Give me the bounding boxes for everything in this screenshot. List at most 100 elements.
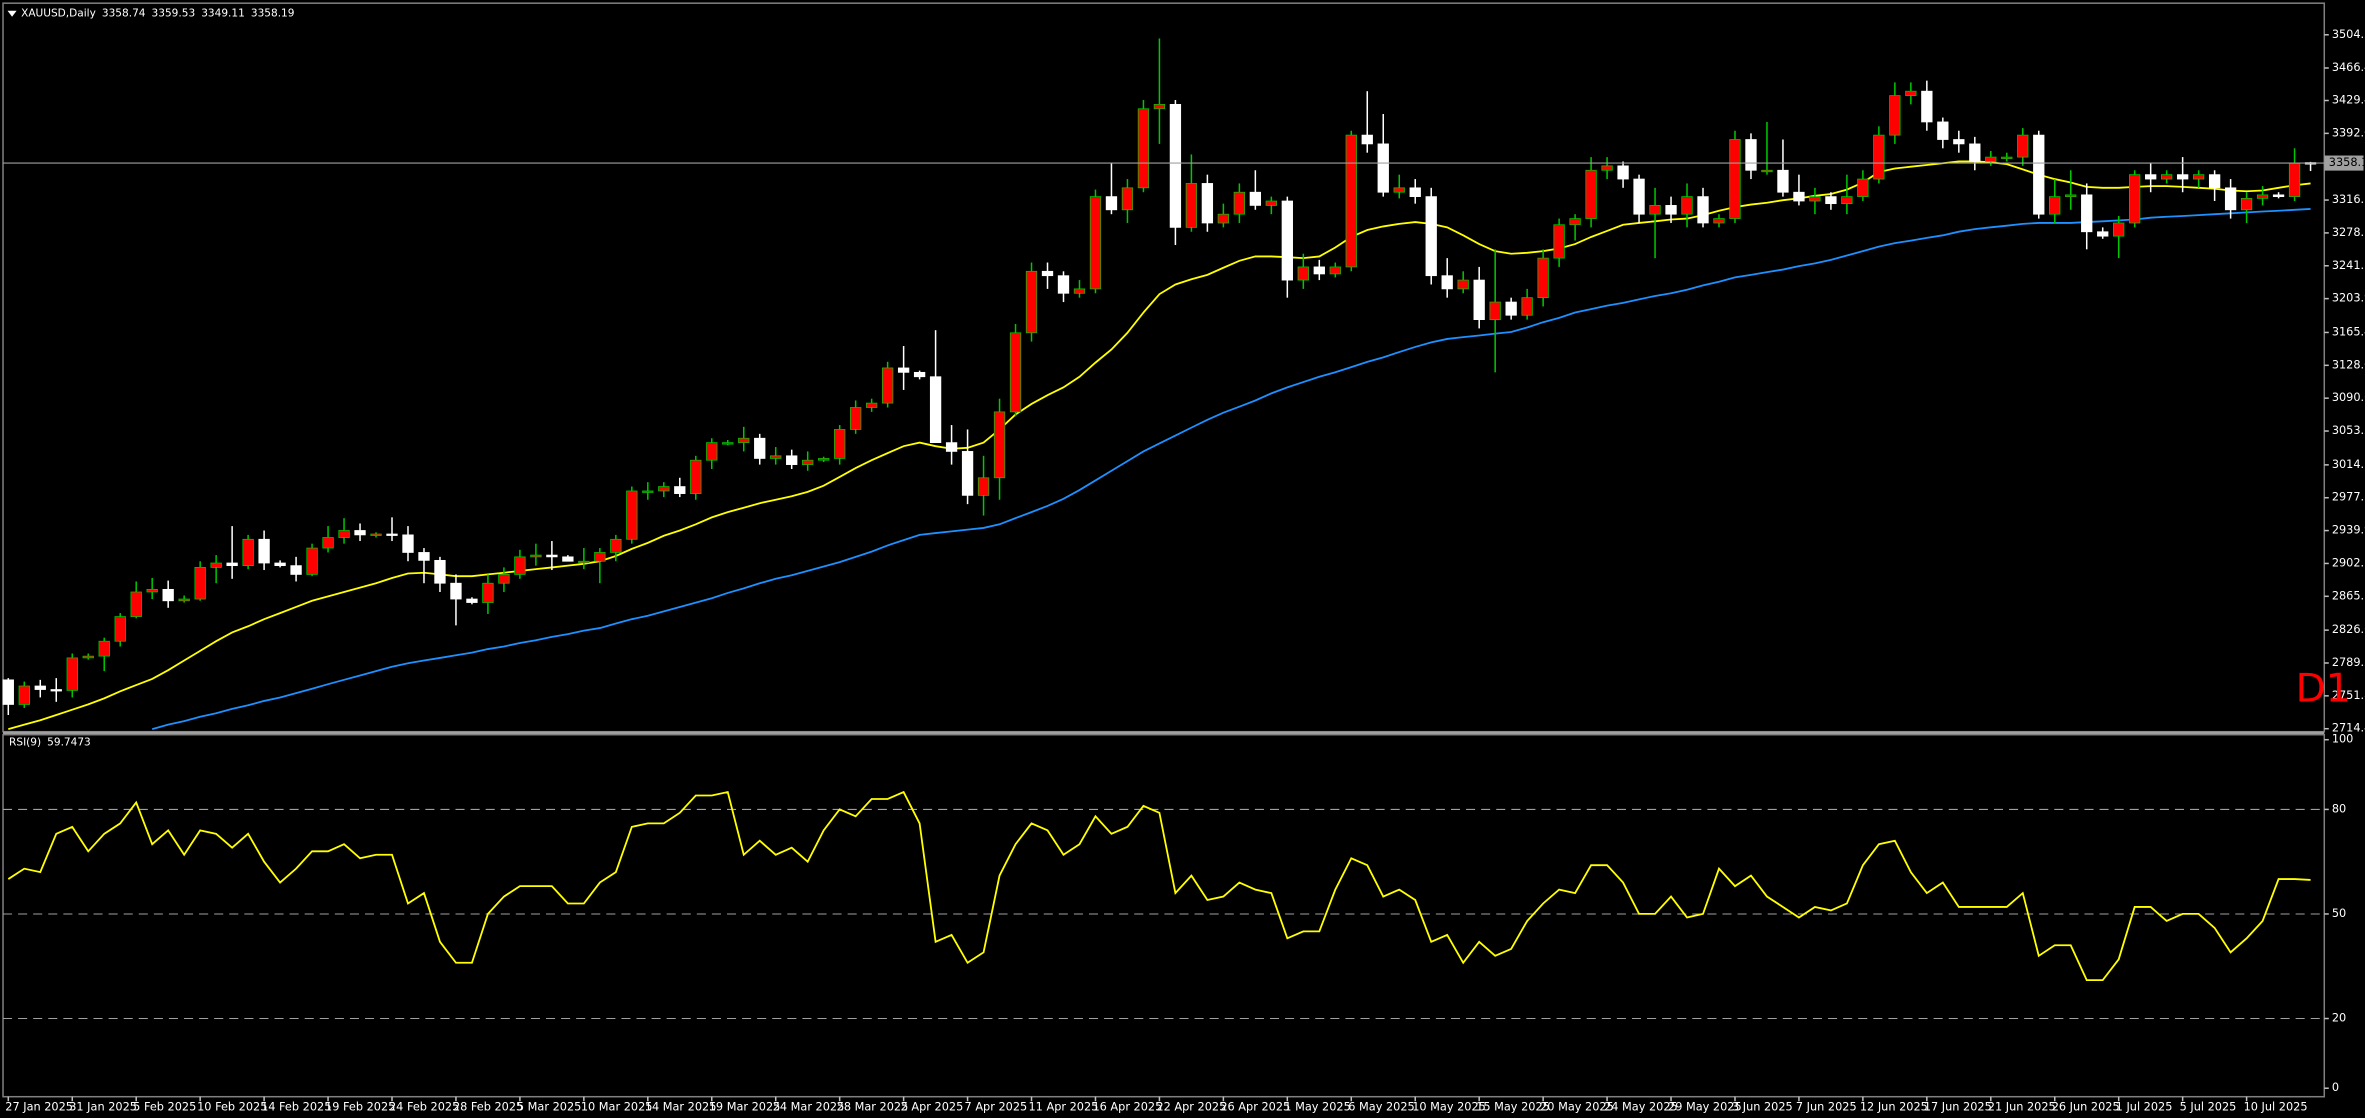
candle-body — [1777, 169, 1789, 193]
main-frame — [2, 2, 2326, 733]
y-tick-label: 3504.20 — [2332, 28, 2365, 41]
x-tick-label: 14 Mar 2025 — [645, 1100, 717, 1113]
x-tick-label: 20 May 2025 — [1540, 1100, 1614, 1113]
candle-body — [642, 490, 654, 493]
candle-body — [2049, 196, 2061, 215]
candle-body — [849, 407, 862, 430]
candle-body — [1633, 178, 1645, 215]
candle-body — [1137, 108, 1150, 189]
candle-body — [770, 455, 782, 459]
candle-body — [402, 534, 414, 553]
candle-body — [818, 458, 830, 461]
y-tick-label: 2865.10 — [2332, 589, 2365, 602]
candle-body — [1761, 169, 1773, 173]
candle-body — [2272, 194, 2285, 197]
x-tick-label: 3 Jun 2025 — [1732, 1100, 1793, 1113]
candle-body — [386, 533, 398, 536]
candle-body — [1265, 200, 1277, 206]
candle-body — [578, 560, 590, 564]
x-tick-label: 31 Jan 2025 — [69, 1100, 137, 1113]
candle-body — [1569, 218, 1581, 226]
candle-body — [1345, 134, 1357, 268]
y-tick-label: 3429.40 — [2332, 94, 2365, 107]
candle-body — [1329, 266, 1341, 275]
header-value: 3358.19 — [251, 8, 295, 20]
candle-body — [2176, 174, 2189, 180]
current-price-box — [2324, 155, 2364, 171]
y-tick-label: 3053.20 — [2332, 424, 2365, 437]
x-tick-label: 14 Feb 2025 — [261, 1100, 331, 1113]
candle-body — [786, 455, 798, 465]
x-tick-label: 7 Jun 2025 — [1796, 1100, 1857, 1113]
candle-body — [2065, 194, 2077, 197]
candle-body — [226, 562, 238, 567]
candle-body — [562, 556, 574, 562]
candle-body — [18, 685, 30, 705]
candle-body — [1681, 196, 1693, 215]
candle-body — [50, 689, 62, 692]
y-tick-label: 3392.00 — [2332, 126, 2365, 139]
y-tick-label: 50 — [2332, 907, 2346, 920]
candle-body — [274, 562, 286, 567]
x-tick-label: 28 Mar 2025 — [837, 1100, 909, 1113]
header-value: 3358.74 — [102, 8, 146, 20]
candle-body — [610, 538, 622, 553]
y-tick-label: 20 — [2332, 1012, 2346, 1025]
x-tick-label: 11 Apr 2025 — [1029, 1100, 1099, 1113]
x-tick-label: 5 Jul 2025 — [2180, 1100, 2237, 1113]
header-value: 3359.53 — [152, 8, 196, 20]
candle-body — [530, 554, 542, 558]
x-tick-label: 1 Jul 2025 — [2116, 1100, 2173, 1113]
candle-body — [594, 552, 606, 562]
candle-body — [929, 376, 942, 444]
panel-header: RSI(9) 59.7473 — [9, 736, 91, 748]
candle-body — [1953, 139, 1965, 145]
candle-body — [1729, 139, 1741, 219]
x-tick-label: 15 May 2025 — [1476, 1100, 1550, 1113]
header-value: 59.7473 — [47, 736, 91, 748]
header-title: RSI(9) — [9, 736, 41, 748]
candle-body — [1121, 187, 1134, 211]
candle-body — [1281, 200, 1293, 281]
candle-body — [1425, 196, 1437, 277]
candle-body — [466, 598, 478, 603]
candle-body — [1857, 178, 1869, 197]
candle-body — [242, 538, 254, 567]
candle-body — [961, 451, 974, 496]
candle-body — [1009, 332, 1022, 413]
candle-body — [1233, 191, 1246, 215]
candle-body — [1521, 297, 1533, 316]
candle-body — [897, 367, 910, 373]
candle-body — [2256, 194, 2269, 199]
y-tick-label: 3203.90 — [2332, 292, 2365, 305]
candle-body — [1089, 196, 1102, 290]
candle-body — [162, 588, 174, 602]
x-tick-label: 10 Feb 2025 — [197, 1100, 267, 1113]
header-title: XAUUSD,Daily — [21, 8, 96, 20]
candle-body — [1889, 95, 1901, 136]
candle-body — [1153, 103, 1166, 110]
candle-body — [1585, 169, 1597, 219]
candle-body — [1505, 301, 1517, 316]
candle-body — [626, 490, 638, 540]
menu-triangle — [7, 10, 17, 17]
y-tick-label: 3165.40 — [2332, 325, 2365, 338]
candle-body — [194, 567, 206, 600]
candle-body — [834, 429, 846, 459]
candle-body — [1409, 187, 1421, 197]
candle-body — [546, 554, 558, 558]
candle-body — [1601, 165, 1613, 171]
x-tick-label: 10 May 2025 — [1412, 1100, 1486, 1113]
x-tick-label: 19 Mar 2025 — [709, 1100, 781, 1113]
candle-body — [1969, 143, 1981, 162]
candle-body — [1313, 266, 1325, 275]
candle-body — [98, 640, 110, 657]
y-tick-label: 3014.70 — [2332, 458, 2365, 471]
x-tick-label: 24 May 2025 — [1604, 1100, 1678, 1113]
candle-body — [1537, 257, 1549, 299]
header-value: 3349.11 — [201, 8, 245, 20]
x-tick-label: 6 May 2025 — [1348, 1100, 1414, 1113]
y-tick-label: 3090.60 — [2332, 391, 2365, 404]
candle-body — [722, 442, 734, 445]
